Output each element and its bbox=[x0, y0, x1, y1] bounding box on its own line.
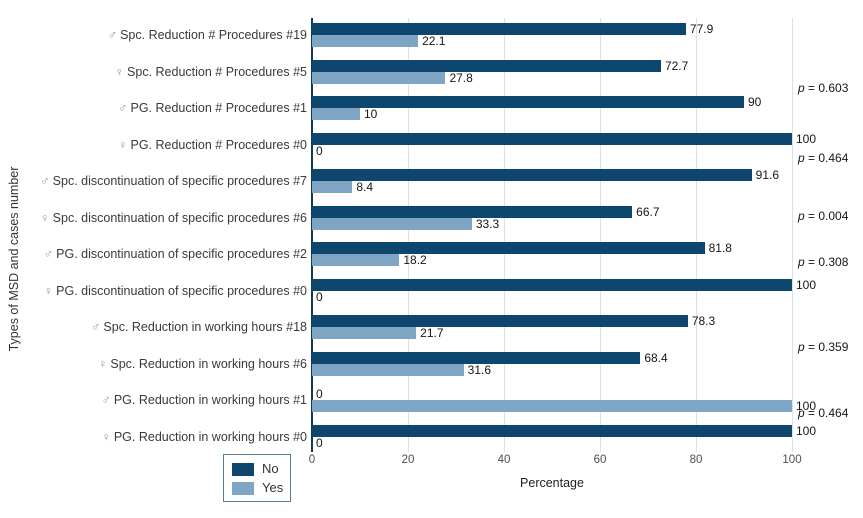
p-value-label-0: p = 0.603 bbox=[798, 81, 849, 95]
x-axis-title: Percentage bbox=[520, 476, 584, 490]
bar-yes bbox=[312, 254, 400, 266]
x-tick-label-80: 80 bbox=[689, 454, 703, 466]
value-label: 33.3 bbox=[475, 216, 500, 231]
bar-no bbox=[312, 23, 686, 35]
gridline-40 bbox=[504, 18, 505, 452]
p-value-label-2: p = 0.004 bbox=[798, 209, 849, 223]
value-label: 72.7 bbox=[664, 58, 689, 73]
bar-no bbox=[312, 242, 705, 254]
gender-symbol-icon: ♂ bbox=[40, 174, 50, 188]
gender-symbol-icon: ♀ bbox=[118, 137, 128, 152]
gender-symbol-icon: ♀ bbox=[114, 64, 125, 79]
bar-no bbox=[312, 169, 752, 181]
bar-yes bbox=[312, 363, 464, 376]
gender-symbol-icon: ♀ bbox=[43, 283, 54, 298]
bar-yes bbox=[312, 181, 353, 193]
gender-symbol-icon: ♂ bbox=[43, 247, 54, 261]
x-tick-label-0: 0 bbox=[308, 454, 316, 466]
p-value-label-3: p = 0.308 bbox=[798, 255, 849, 269]
category-label: ♀ Spc. Reduction in working hours #6 bbox=[97, 356, 307, 371]
gridline-20 bbox=[408, 18, 409, 452]
legend: No Yes bbox=[223, 454, 291, 502]
value-label: 66.7 bbox=[636, 204, 660, 219]
gender-symbol-icon: ♂ bbox=[101, 393, 111, 407]
category-label: ♂ Spc. Reduction in working hours #18 bbox=[91, 320, 307, 334]
value-label: 18.2 bbox=[403, 253, 427, 267]
x-tick-label-100: 100 bbox=[782, 454, 802, 466]
bar-yes bbox=[312, 71, 446, 84]
gridline-100 bbox=[792, 18, 793, 452]
category-label: ♂ PG. Reduction # Procedures #1 bbox=[118, 101, 307, 115]
category-label: ♂ PG. Reduction in working hours #1 bbox=[101, 393, 307, 407]
bar-no bbox=[312, 315, 688, 327]
value-label: 91.6 bbox=[755, 168, 780, 182]
bar-yes bbox=[312, 35, 419, 47]
p-value-label-4: p = 0.359 bbox=[798, 340, 849, 354]
gridline-80 bbox=[696, 18, 697, 452]
value-label: 31.6 bbox=[467, 362, 492, 377]
value-label: 77.9 bbox=[689, 22, 714, 36]
value-label: 27.8 bbox=[449, 70, 473, 85]
gender-symbol-icon: ♀ bbox=[101, 429, 111, 444]
bar-no bbox=[312, 59, 661, 72]
gender-symbol-icon: ♂ bbox=[118, 101, 128, 115]
bar-no bbox=[312, 96, 744, 108]
gender-symbol-icon: ♂ bbox=[91, 320, 101, 334]
value-label: 100 bbox=[796, 131, 817, 146]
value-label: 100 bbox=[796, 399, 817, 413]
category-label: ♀ PG. discontinuation of specific procedu… bbox=[43, 283, 307, 298]
value-label: 90 bbox=[748, 95, 762, 109]
legend-label-yes: Yes bbox=[262, 480, 284, 495]
bar-no bbox=[312, 278, 792, 291]
legend-item-no: No bbox=[232, 462, 282, 476]
category-label: ♀ Spc. Reduction # Procedures #5 bbox=[114, 64, 307, 79]
value-label: 0 bbox=[316, 143, 323, 158]
y-axis-title: Types of MSD and cases number bbox=[7, 166, 21, 352]
p-value-label-5: p = 0.464 bbox=[798, 406, 849, 420]
bar-yes bbox=[312, 217, 472, 230]
gender-symbol-icon: ♂ bbox=[107, 28, 118, 42]
value-label: 21.7 bbox=[420, 326, 444, 340]
value-label: 81.8 bbox=[708, 241, 732, 255]
value-label: 100 bbox=[796, 277, 817, 292]
value-label: 78.3 bbox=[691, 314, 716, 328]
bar-yes bbox=[312, 400, 792, 412]
value-label: 0 bbox=[316, 435, 323, 450]
gender-symbol-icon: ♀ bbox=[40, 210, 50, 225]
category-label: ♀ PG. Reduction # Procedures #0 bbox=[118, 137, 307, 152]
bar-yes bbox=[312, 327, 417, 339]
category-label: ♂ Spc. Reduction # Procedures #19 bbox=[107, 28, 307, 42]
gridline-60 bbox=[600, 18, 601, 452]
legend-label-no: No bbox=[262, 461, 279, 476]
value-label: 68.4 bbox=[644, 350, 668, 365]
bar-no bbox=[312, 205, 633, 218]
x-tick-label-40: 40 bbox=[497, 454, 511, 466]
value-label: 0 bbox=[316, 289, 323, 304]
bar-no bbox=[312, 424, 792, 437]
bar-no bbox=[312, 351, 641, 364]
category-label: ♀ PG. Reduction in working hours #0 bbox=[101, 429, 307, 444]
gender-symbol-icon: ♀ bbox=[97, 356, 108, 371]
legend-item-yes: Yes bbox=[232, 480, 284, 495]
value-label: 10 bbox=[364, 107, 378, 121]
bar-no bbox=[312, 132, 792, 145]
y-axis-line bbox=[311, 18, 313, 452]
bar-yes bbox=[312, 108, 360, 120]
category-label: ♂ PG. discontinuation of specific procedu… bbox=[43, 247, 307, 261]
p-value-label-1: p = 0.464 bbox=[798, 151, 849, 165]
category-label: ♂ Spc. discontinuation of specific proced… bbox=[40, 174, 307, 188]
value-label: 100 bbox=[796, 423, 817, 438]
legend-swatch-yes bbox=[232, 481, 254, 495]
value-label: 8.4 bbox=[356, 180, 373, 194]
category-label: ♀ Spc. discontinuation of specific proced… bbox=[40, 210, 307, 225]
x-tick-label-20: 20 bbox=[401, 454, 415, 466]
legend-swatch-no bbox=[232, 462, 254, 476]
value-label: 0 bbox=[316, 387, 323, 401]
value-label: 22.1 bbox=[422, 34, 446, 48]
x-tick-label-60: 60 bbox=[593, 454, 607, 466]
